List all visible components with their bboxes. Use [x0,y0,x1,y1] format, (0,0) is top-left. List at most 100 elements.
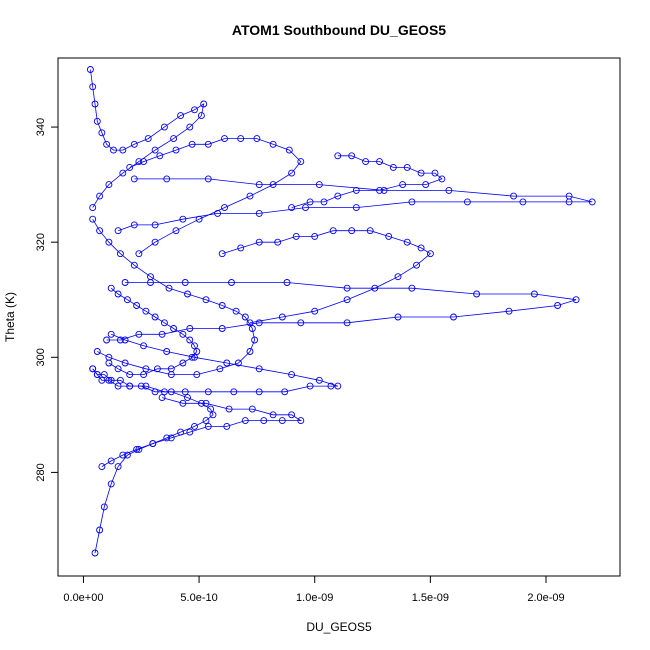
data-point [114,382,122,390]
data-point [255,388,263,396]
data-point [241,417,249,425]
data-point [530,290,538,298]
data-point [223,359,231,367]
y-tick-label: 300 [35,348,47,366]
data-point [285,146,293,154]
data-point [186,123,194,131]
data-point [218,325,226,332]
data-point [114,463,122,471]
data-point [89,204,97,212]
data-point [142,382,150,390]
data-point [96,227,104,235]
data-point [98,129,106,137]
data-point [422,181,430,189]
data-point [100,503,108,511]
data-point [260,417,268,425]
data-point [394,273,402,281]
series-line-2 [106,282,577,341]
data-point [89,215,97,223]
data-point [191,422,198,430]
data-point [193,348,201,355]
data-point [413,261,420,269]
data-point [116,336,124,344]
data-point [181,279,189,286]
data-point [105,181,113,189]
data-point [142,365,150,373]
data-point [311,307,319,315]
data-point [186,336,194,344]
data-point [251,336,259,344]
data-point [519,198,527,206]
y-axis: 280 300 320 340 [35,118,59,482]
data-point [151,146,159,154]
data-point [255,181,263,189]
data-point [197,112,205,120]
data-point [195,215,203,223]
data-point [315,376,323,384]
data-point [334,382,342,390]
data-point [237,135,245,143]
data-point [126,371,134,379]
data-point [221,135,228,143]
data-point [288,411,296,419]
data-point [376,186,383,194]
data-point [177,112,185,120]
data-point [149,440,157,448]
data-point [165,284,173,292]
data-point [91,100,99,108]
series-line-0 [92,368,214,554]
data-point [306,198,314,206]
data-point [144,135,152,143]
data-point [297,319,305,327]
data-point [232,307,240,315]
data-point [160,388,168,396]
data-point [283,279,291,286]
data-point [160,123,168,131]
data-point [588,198,596,206]
data-point [376,158,383,166]
data-point [334,152,342,160]
x-tick-label: 2.0e-09 [527,592,564,604]
data-point [253,135,261,143]
data-point [151,221,159,229]
data-point [403,238,411,246]
data-point [147,273,154,281]
data-point [209,411,217,419]
data-point [246,348,254,355]
data-point [385,232,393,240]
data-point [135,250,143,258]
data-point [348,227,356,235]
data-point [228,279,235,286]
data-point [237,244,245,252]
data-point [188,353,196,361]
data-point [223,422,231,430]
data-point [119,169,127,177]
data-point [186,325,194,332]
data-point [343,296,351,304]
data-point [473,290,481,298]
data-point [362,158,370,166]
data-point [186,428,194,436]
data-point [114,365,122,373]
x-tick-label: 1.0e-09 [296,592,333,604]
data-point [93,371,101,379]
data-point [269,181,277,189]
data-point [135,158,143,166]
data-point [565,192,573,200]
data-point [255,365,263,373]
data-series-group [86,66,596,557]
data-point [417,169,425,177]
data-point [179,330,187,338]
data-point [255,319,263,327]
data-point [408,284,416,292]
data-point [86,66,94,73]
data-point [170,135,178,143]
data-point [133,445,141,453]
series-line-4 [291,155,443,208]
data-point [158,330,166,338]
data-point [140,342,148,350]
data-point [463,198,471,206]
data-point [202,399,210,407]
data-point [126,382,134,390]
data-point [116,250,124,258]
